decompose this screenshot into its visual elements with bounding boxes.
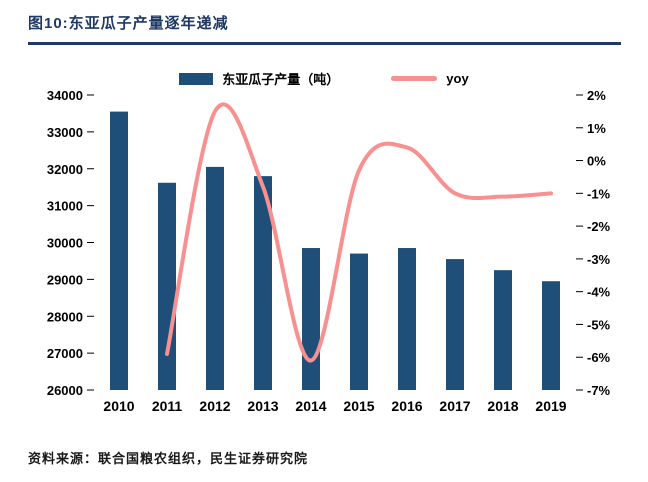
right-axis-label: -7% xyxy=(587,383,611,398)
bar-2014 xyxy=(302,248,320,390)
right-axis-label: -4% xyxy=(587,285,611,300)
left-axis-label: 31000 xyxy=(47,199,83,214)
right-axis-label: 0% xyxy=(587,154,606,169)
left-axis-label: 26000 xyxy=(47,383,83,398)
bar-swatch xyxy=(179,72,214,85)
left-axis-label: 29000 xyxy=(47,272,83,287)
x-axis-label: 2011 xyxy=(152,398,183,414)
x-axis-label: 2010 xyxy=(103,398,134,414)
x-axis-label: 2016 xyxy=(391,398,422,414)
chart-title: 图10:东亚瓜子产量逐年递减 xyxy=(28,15,229,32)
bar-2015 xyxy=(350,253,368,390)
x-axis-label: 2017 xyxy=(439,398,470,414)
right-axis-label: 2% xyxy=(587,88,606,103)
legend: 东亚瓜子产量（吨） yoy xyxy=(0,69,648,88)
bar-2011 xyxy=(158,182,176,390)
x-axis-label: 2012 xyxy=(199,398,230,414)
bar-2012 xyxy=(206,166,224,390)
bar-2017 xyxy=(446,259,464,390)
x-axis-label: 2013 xyxy=(247,398,278,414)
legend-item-production: 东亚瓜子产量（吨） xyxy=(179,69,339,88)
left-axis-label: 28000 xyxy=(47,309,83,324)
left-axis-label: 27000 xyxy=(47,346,83,361)
legend-item-yoy: yoy xyxy=(391,71,469,86)
left-axis-label: 34000 xyxy=(47,88,83,103)
source-note: 资料来源：联合国粮农组织，民生证券研究院 xyxy=(28,451,309,466)
bar-2019 xyxy=(542,281,560,390)
right-axis-label: -1% xyxy=(587,186,611,201)
title-divider xyxy=(28,42,621,45)
right-axis-label: -5% xyxy=(587,317,611,332)
legend-label-production: 东亚瓜子产量（吨） xyxy=(222,72,340,87)
left-axis-label: 32000 xyxy=(47,162,83,177)
legend-label-yoy: yoy xyxy=(446,71,469,86)
right-axis-label: -6% xyxy=(587,350,611,365)
bar-2010 xyxy=(110,111,128,390)
right-axis-label: -2% xyxy=(587,219,611,234)
x-axis-label: 2015 xyxy=(343,398,374,414)
bar-2013 xyxy=(254,176,272,390)
bar-2018 xyxy=(494,270,512,390)
bar-2016 xyxy=(398,248,416,390)
left-axis-label: 33000 xyxy=(47,125,83,140)
yoy-line xyxy=(165,102,553,363)
x-axis-label: 2018 xyxy=(487,398,518,414)
right-axis-label: 1% xyxy=(587,121,606,136)
x-axis-label: 2014 xyxy=(295,398,326,414)
left-axis-label: 30000 xyxy=(47,236,83,251)
x-axis-label: 2019 xyxy=(535,398,566,414)
line-swatch xyxy=(391,76,438,81)
right-axis-label: -3% xyxy=(587,252,611,267)
